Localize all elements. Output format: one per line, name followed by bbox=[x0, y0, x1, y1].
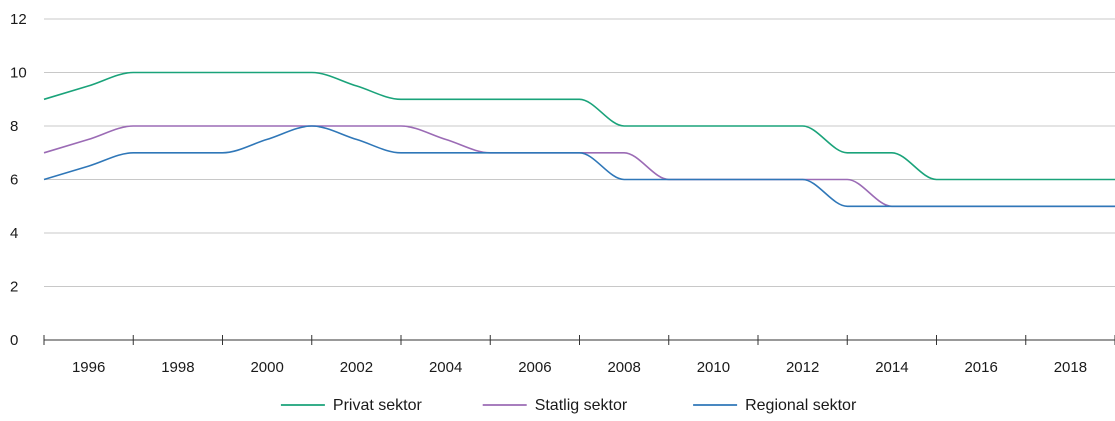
x-tick-label-2014: 2014 bbox=[875, 359, 908, 376]
legend-label-2: Statlig sektor bbox=[535, 397, 628, 414]
y-tick-label-4: 4 bbox=[10, 225, 18, 242]
legend: Privat sektor Statlig sektor Regional sekt… bbox=[280, 397, 857, 414]
series-lines bbox=[43, 71, 1115, 208]
y-tick-label-10: 10 bbox=[10, 65, 27, 82]
x-tick-label-2002: 2002 bbox=[340, 359, 373, 376]
x-tick-label-2006: 2006 bbox=[518, 359, 551, 376]
series-line-2 bbox=[43, 125, 1115, 208]
x-tick-label-2004: 2004 bbox=[429, 359, 462, 376]
legend-label-3: Regional sektor bbox=[745, 397, 857, 414]
x-tick-label-1998: 1998 bbox=[161, 359, 194, 376]
series-line-3 bbox=[43, 125, 1115, 208]
y-tick-label-6: 6 bbox=[10, 172, 18, 189]
x-axis-ticks: 1996 1998 2000 2002 2004 2006 2008 2010 2012 2014… bbox=[43, 335, 1115, 376]
y-tick-label-8: 8 bbox=[10, 118, 18, 135]
x-tick-label-2018: 2018 bbox=[1054, 359, 1087, 376]
legend-label-1: Privat sektor bbox=[333, 397, 423, 414]
y-tick-label-2: 2 bbox=[10, 279, 18, 296]
y-tick-label-12: 12 bbox=[10, 11, 27, 28]
x-tick-label-2000: 2000 bbox=[250, 359, 283, 376]
x-tick-label-2016: 2016 bbox=[964, 359, 997, 376]
y-tick-label-0: 0 bbox=[10, 332, 18, 349]
x-tick-label-2008: 2008 bbox=[607, 359, 640, 376]
x-tick-label-1996: 1996 bbox=[72, 359, 105, 376]
x-tick-label-2012: 2012 bbox=[786, 359, 819, 376]
x-tick-label-2010: 2010 bbox=[697, 359, 730, 376]
y-axis-tick-labels: 0 2 4 6 8 10 12 bbox=[10, 11, 27, 349]
series-line-1 bbox=[43, 71, 1115, 181]
